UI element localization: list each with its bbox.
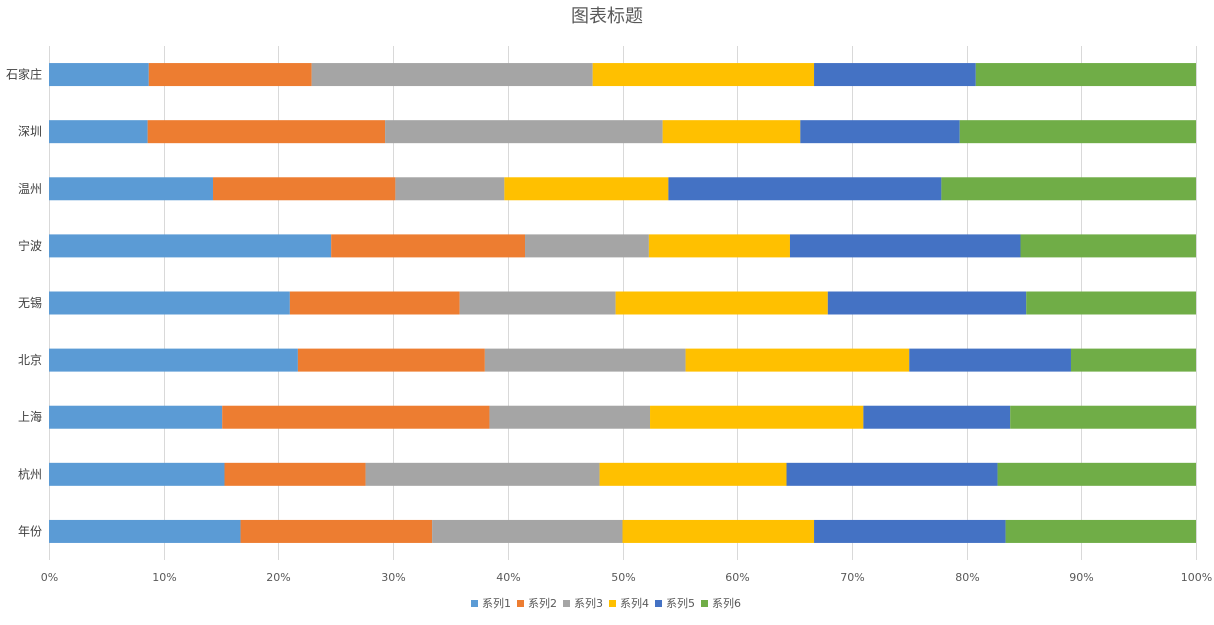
- bar-segment: [331, 234, 525, 258]
- legend-label: 系列3: [574, 596, 603, 610]
- bar-segment: [668, 177, 942, 201]
- bar-segment: [147, 120, 386, 144]
- legend-label: 系列5: [666, 596, 695, 610]
- bar-segment: [1010, 405, 1196, 429]
- category-label: 年份: [18, 524, 42, 538]
- category-label: 石家庄: [6, 67, 42, 82]
- bar-segment: [49, 405, 223, 429]
- bar-segment: [814, 519, 1006, 543]
- category-label: 上海: [18, 409, 42, 424]
- x-tick-label: 20%: [266, 571, 290, 584]
- legend-item: 系列5: [655, 596, 695, 610]
- bar-segment: [827, 291, 1027, 315]
- bar-segment: [222, 405, 490, 429]
- bar-segment: [297, 348, 485, 372]
- x-tick-label: 50%: [611, 571, 635, 584]
- legend-label: 系列4: [620, 596, 649, 610]
- category-label: 无锡: [18, 295, 42, 310]
- legend-label: 系列6: [712, 596, 741, 610]
- legend-swatch: [563, 600, 570, 607]
- legend-item: 系列3: [563, 596, 603, 610]
- x-tick-label: 70%: [840, 571, 864, 584]
- bar-segment: [650, 405, 864, 429]
- legend-swatch: [701, 600, 708, 607]
- legend-label: 系列1: [482, 596, 511, 610]
- bar-segment: [622, 519, 815, 543]
- legend-swatch: [655, 600, 662, 607]
- x-tick-label: 10%: [152, 571, 176, 584]
- category-label: 杭州: [18, 466, 42, 481]
- bar-segment: [49, 234, 332, 258]
- legend-label: 系列2: [528, 596, 557, 610]
- x-tick-label: 80%: [955, 571, 979, 584]
- legend-item: 系列2: [517, 596, 557, 610]
- bar-segment: [213, 177, 396, 201]
- bar-segment: [484, 348, 686, 372]
- legend-swatch: [517, 600, 524, 607]
- bar-segment: [648, 234, 790, 258]
- bar-segment: [599, 462, 787, 486]
- bar-segment: [615, 291, 828, 315]
- category-label: 温州: [18, 182, 42, 196]
- bar-segment: [592, 63, 815, 87]
- x-tick-label: 60%: [725, 571, 749, 584]
- x-tick-label: 40%: [496, 571, 520, 584]
- bar-segment: [525, 234, 649, 258]
- bar-segment: [365, 462, 600, 486]
- bar-segment: [786, 462, 998, 486]
- bar-segment: [49, 63, 149, 87]
- legend-item: 系列1: [471, 596, 511, 610]
- bar-segment: [49, 120, 148, 144]
- bar-segment: [863, 405, 1011, 429]
- bar-segment: [504, 177, 669, 201]
- x-axis-tick-labels: 0% 10% 20% 30% 40% 50% 60% 70% 80% 90% 100%: [41, 571, 1212, 584]
- bar-segment: [789, 234, 1021, 258]
- bar-segment: [814, 63, 976, 87]
- x-tick-label: 90%: [1069, 571, 1093, 584]
- x-tick-label: 30%: [381, 571, 405, 584]
- bars: [49, 63, 1196, 543]
- bar-segment: [395, 177, 505, 201]
- bar-segment: [1026, 291, 1196, 315]
- category-label: 深圳: [18, 125, 42, 139]
- bar-segment: [432, 519, 623, 543]
- bar-segment: [1005, 519, 1196, 543]
- bar-segment: [289, 291, 460, 315]
- legend-swatch: [471, 600, 478, 607]
- bar-segment: [909, 348, 1071, 372]
- legend-item: 系列6: [701, 596, 741, 610]
- legend: 系列1 系列2 系列3 系列4 系列5 系列6: [471, 596, 741, 610]
- bar-segment: [459, 291, 616, 315]
- bar-segment: [311, 63, 593, 87]
- bar-segment: [1070, 348, 1196, 372]
- category-label: 宁波: [18, 238, 42, 253]
- x-tick-label: 0%: [41, 571, 58, 584]
- bar-segment: [662, 120, 801, 144]
- bar-segment: [941, 177, 1196, 201]
- bar-segment: [489, 405, 651, 429]
- bar-segment: [49, 348, 298, 372]
- bar-segment: [385, 120, 663, 144]
- legend-swatch: [609, 600, 616, 607]
- bar-segment: [49, 519, 241, 543]
- bar-segment: [685, 348, 910, 372]
- legend-item: 系列4: [609, 596, 649, 610]
- bar-segment: [997, 462, 1196, 486]
- bar-segment: [49, 462, 225, 486]
- bar-segment: [1020, 234, 1196, 258]
- bar-segment: [975, 63, 1196, 87]
- bar-segment: [49, 291, 290, 315]
- category-label: 北京: [18, 353, 42, 367]
- bar-segment: [800, 120, 960, 144]
- bar-segment: [240, 519, 433, 543]
- bar-segment: [49, 177, 214, 201]
- chart-title: 图表标题: [571, 6, 643, 27]
- bar-segment: [959, 120, 1196, 144]
- bar-segment: [148, 63, 312, 87]
- bar-segment: [224, 462, 366, 486]
- x-tick-label: 100%: [1181, 571, 1212, 584]
